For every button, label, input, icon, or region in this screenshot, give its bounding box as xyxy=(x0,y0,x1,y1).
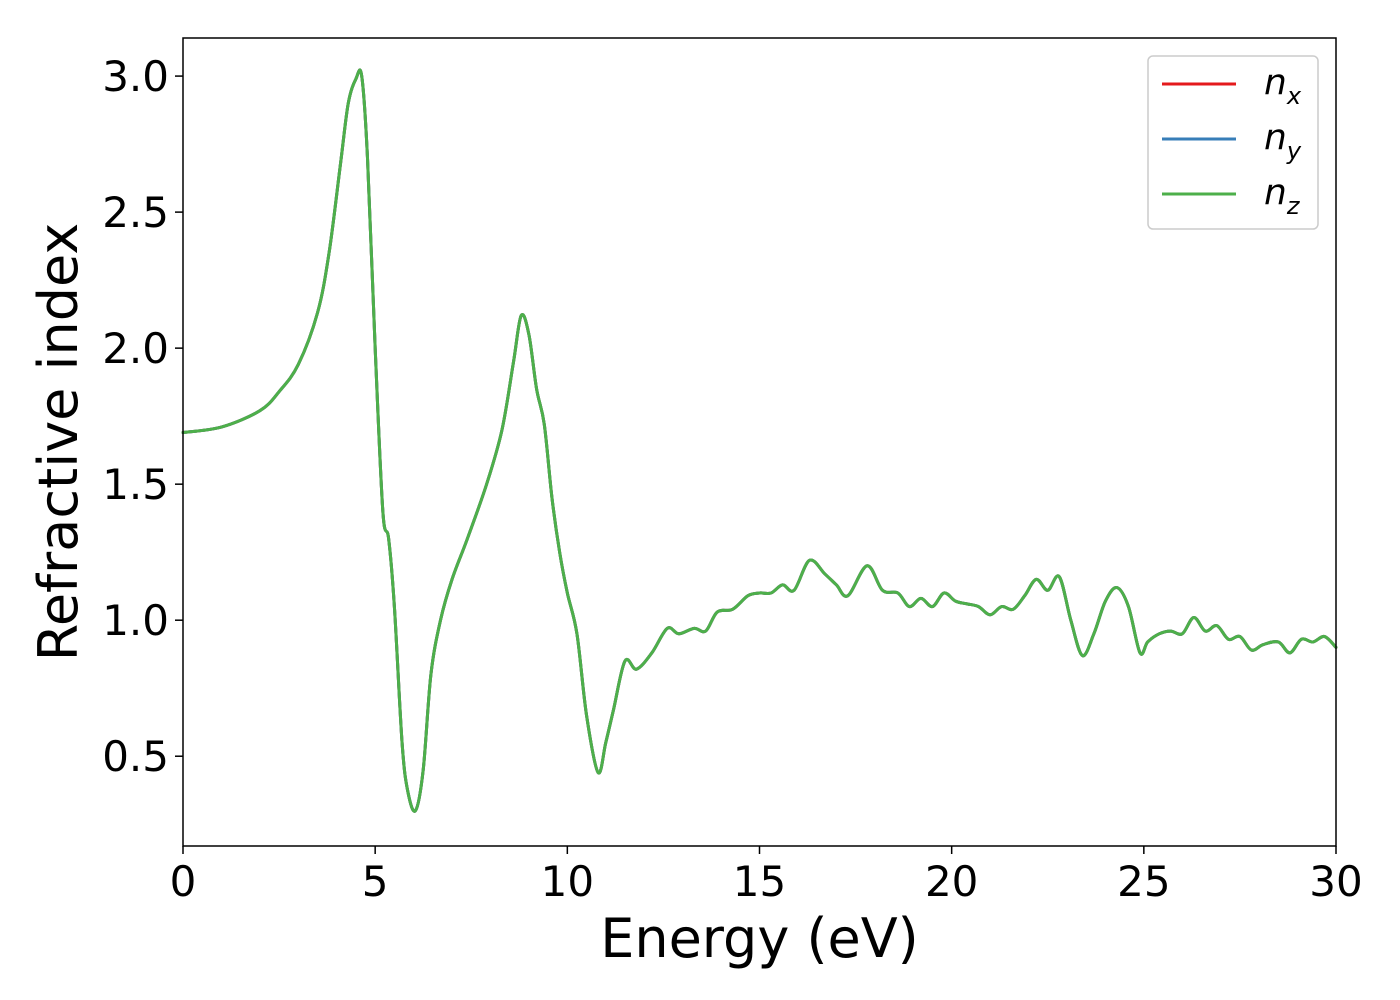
y-tick-label: 2.0 xyxy=(102,324,169,373)
plot-area xyxy=(183,38,1336,846)
y-tick-label: 3.0 xyxy=(102,52,169,101)
x-tick-label: 30 xyxy=(1309,857,1362,906)
y-tick-label: 1.0 xyxy=(102,596,169,645)
series-layer xyxy=(181,68,1338,813)
x-tick-label: 15 xyxy=(733,857,786,906)
x-tick-label: 5 xyxy=(362,857,389,906)
y-axis: 0.5 1.0 1.5 2.0 2.5 3.0 xyxy=(102,52,183,781)
x-axis: 0 5 10 15 20 25 30 xyxy=(170,846,1363,906)
legend-label-ny: ny xyxy=(1264,117,1302,165)
y-tick-label: 0.5 xyxy=(102,732,169,781)
legend: nx ny nz xyxy=(1147,55,1319,230)
x-tick-label: 20 xyxy=(925,857,978,906)
x-tick-label: 10 xyxy=(541,857,594,906)
legend-label-nx: nx xyxy=(1264,62,1302,110)
y-axis-label: Refractive index xyxy=(27,223,90,662)
y-tick-label: 2.5 xyxy=(102,188,169,237)
y-tick-label: 1.5 xyxy=(102,460,169,509)
x-tick-label: 25 xyxy=(1117,857,1170,906)
series-line-n-z xyxy=(181,68,1338,813)
legend-label-nz: nz xyxy=(1264,172,1301,220)
legend-box xyxy=(1147,55,1319,230)
x-axis-label: Energy (eV) xyxy=(600,907,919,970)
x-tick-label: 0 xyxy=(170,857,197,906)
